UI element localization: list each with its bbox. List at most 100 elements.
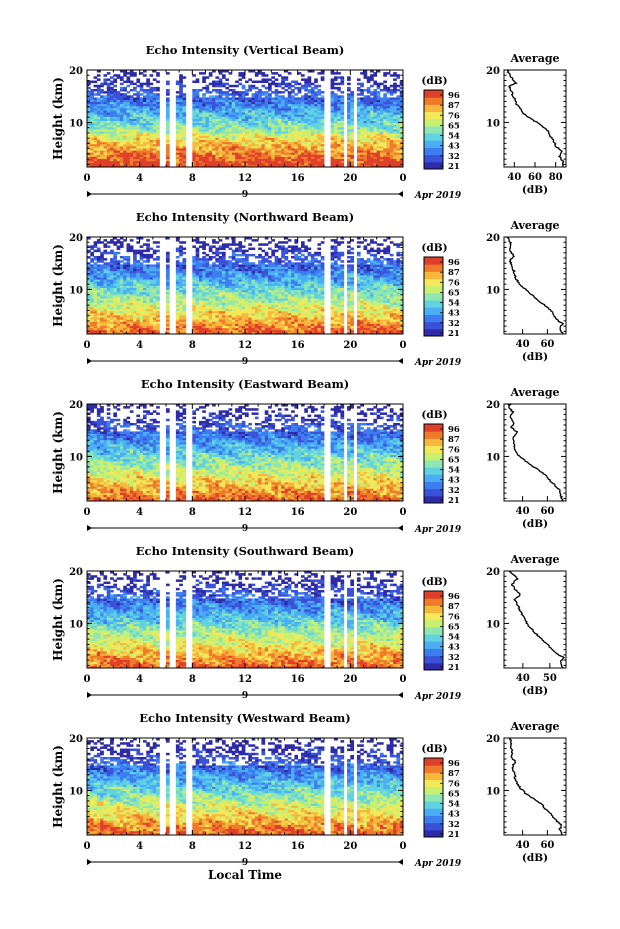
x-tick-label: 4 <box>136 841 143 852</box>
colorbar-swatch <box>424 829 443 838</box>
x-tick-label: 8 <box>189 507 196 518</box>
colorbar-swatch <box>424 424 443 432</box>
x-tick-label: 0 <box>84 173 91 184</box>
colorbar-tick-label: 32 <box>448 653 460 663</box>
colorbar-tick-label: 65 <box>448 789 460 799</box>
heatmap <box>87 237 404 335</box>
y-tick-label: 10 <box>69 786 83 797</box>
colorbar-swatch <box>424 474 443 482</box>
colorbar-swatch <box>424 605 443 614</box>
avg-x-label: (dB) <box>522 351 548 363</box>
heatmap <box>87 70 404 168</box>
colorbar-swatch <box>424 488 443 497</box>
x-tick-label: 0 <box>84 507 91 518</box>
colorbar-swatch <box>424 808 443 816</box>
x-tick-label: 8 <box>189 340 196 351</box>
x-tick-label: 12 <box>238 173 252 184</box>
colorbar-swatch <box>424 452 443 461</box>
avg-y-tick-label: 10 <box>486 619 500 630</box>
x-tick-label: 8 <box>189 841 196 852</box>
avg-x-tick-label: 40 <box>516 673 530 684</box>
colorbar-swatch <box>424 815 443 824</box>
y-tick-label: 20 <box>69 233 83 244</box>
x-tick-label: 0 <box>84 674 91 685</box>
colorbar-swatch <box>424 140 443 148</box>
colorbar-tick-label: 21 <box>448 496 460 506</box>
colorbar-swatch <box>424 612 443 621</box>
colorbar-swatch <box>424 118 443 127</box>
colorbar-swatch <box>424 598 443 606</box>
x-tick-label: 0 <box>400 841 407 852</box>
avg-profile-line <box>506 69 565 168</box>
avg-y-tick-label: 10 <box>486 452 500 463</box>
avg-x-tick-label: 40 <box>516 506 530 517</box>
colorbar-swatch <box>424 655 443 664</box>
date-label: Apr 2019 <box>414 692 462 702</box>
avg-title: Average <box>509 52 559 65</box>
x-tick-label: 0 <box>400 507 407 518</box>
panel-title: Echo Intensity (Northward Beam) <box>136 210 354 224</box>
colorbar-swatch <box>424 264 443 272</box>
heatmap <box>87 404 404 502</box>
date-label: Apr 2019 <box>414 859 462 869</box>
colorbar-swatch <box>424 431 443 439</box>
colorbar-tick-label: 76 <box>448 111 460 121</box>
colorbar-swatch <box>424 314 443 323</box>
colorbar-swatch <box>424 328 443 337</box>
colorbar-unit: (dB) <box>421 409 447 421</box>
colorbar-swatch <box>424 772 443 781</box>
avg-profile-line <box>506 236 564 335</box>
colorbar-swatch <box>424 257 443 265</box>
colorbar-swatch <box>424 300 443 308</box>
colorbar-swatch <box>424 459 443 468</box>
colorbar-tick-label: 43 <box>448 309 460 319</box>
x-tick-label: 16 <box>291 674 305 685</box>
colorbar-tick-label: 96 <box>448 91 460 101</box>
avg-x-tick-label: 40 <box>516 339 530 350</box>
y-tick-label: 20 <box>69 66 83 77</box>
y-axis-label: Height (km) <box>51 77 65 160</box>
x-tick-label: 20 <box>343 340 357 351</box>
colorbar-unit: (dB) <box>421 75 447 87</box>
avg-y-tick-label: 20 <box>486 66 500 77</box>
colorbar-swatch <box>424 801 443 809</box>
colorbar-tick-label: 43 <box>448 476 460 486</box>
y-axis-label: Height (km) <box>51 411 65 494</box>
colorbar-swatch <box>424 495 443 504</box>
avg-x-label: (dB) <box>522 852 548 864</box>
colorbar-swatch <box>424 271 443 280</box>
y-tick-label: 10 <box>69 619 83 630</box>
y-tick-label: 20 <box>69 567 83 578</box>
colorbar-tick-label: 87 <box>448 268 460 278</box>
panel-title: Echo Intensity (Eastward Beam) <box>141 377 349 391</box>
panel-1: Echo Intensity (Vertical Beam) 10 20 Height… <box>51 43 567 201</box>
x-tick-label: 20 <box>343 674 357 685</box>
colorbar-tick-label: 76 <box>448 779 460 789</box>
panel-3: Echo Intensity (Eastward Beam) 10 20 Height… <box>51 377 567 535</box>
colorbar-tick-label: 76 <box>448 278 460 288</box>
colorbar-frame <box>423 757 444 838</box>
x-tick-label: 0 <box>400 674 407 685</box>
colorbar-swatch <box>424 786 443 795</box>
colorbar-swatch <box>424 125 443 134</box>
colorbar-swatch <box>424 591 443 599</box>
avg-y-tick-label: 20 <box>486 400 500 411</box>
avg-title: Average <box>509 219 559 232</box>
avg-title: Average <box>509 553 559 566</box>
avg-y-tick-label: 10 <box>486 285 500 296</box>
colorbar-tick-label: 54 <box>448 800 460 810</box>
colorbar-tick-label: 32 <box>448 319 460 329</box>
colorbar-tick-label: 54 <box>448 633 460 643</box>
avg-x-tick-label: 40 <box>507 172 521 183</box>
x-tick-label: 16 <box>291 173 305 184</box>
avg-profile-line <box>508 737 563 836</box>
colorbar-tick-label: 43 <box>448 810 460 820</box>
colorbar-swatch <box>424 147 443 156</box>
date-day-label: 9 <box>242 357 248 367</box>
colorbar-frame <box>423 89 444 170</box>
x-tick-label: 20 <box>343 841 357 852</box>
colorbar-tick-label: 32 <box>448 486 460 496</box>
x-tick-label: 12 <box>238 674 252 685</box>
avg-frame <box>503 403 567 502</box>
